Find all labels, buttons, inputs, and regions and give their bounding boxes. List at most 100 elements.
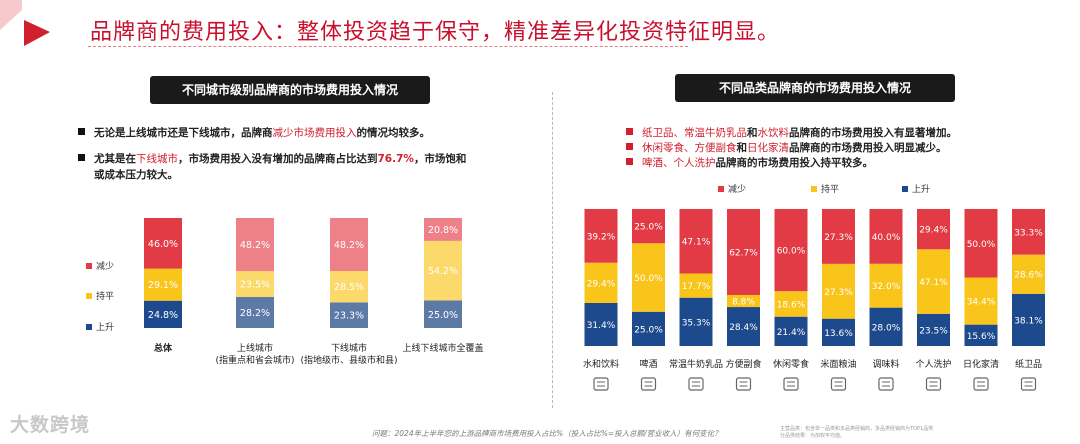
- legend-label-2: 上升: [912, 184, 930, 195]
- bar-3-减少: [727, 209, 760, 295]
- bar-1-减少: [632, 209, 665, 244]
- left-bullet-1-highlight: 减少市场费用投入: [272, 127, 357, 139]
- category-icon-5: [830, 377, 847, 391]
- bar-label-5-减少: 27.3%: [824, 233, 853, 243]
- bar-3-上升: [424, 300, 462, 328]
- right-bullet-3: 啤酒、个人洗护品牌商的市场费用投入持平较多。: [626, 155, 1066, 171]
- bar-label-1-持平: 23.5%: [240, 280, 270, 291]
- bar-3-持平: [727, 294, 760, 308]
- bar-label-9-减少: 33.3%: [1014, 228, 1043, 238]
- left-panel-title: 不同城市级别品牌商的市场费用投入情况: [150, 76, 430, 104]
- bar-7-上升: [917, 313, 950, 346]
- right-bullet-1: 纸卫品、常温牛奶乳品和水饮料品牌商的市场费用投入有显著增加。: [626, 125, 1066, 141]
- bar-label-4-上升: 21.4%: [777, 328, 806, 338]
- category-label-1: 啤酒: [639, 358, 657, 370]
- right-bullet-2-highlight-2: 日化家清: [747, 142, 789, 154]
- left-bullet-1: 无论是上线城市还是下线城市，品牌商减少市场费用投入的情况均较多。: [78, 125, 548, 141]
- bar-9-持平: [1012, 254, 1045, 294]
- right-bullet-2: 休闲零食、方便副食和日化家清品牌商的市场费用投入明显减少。: [626, 140, 1066, 156]
- bar-5-持平: [822, 263, 855, 319]
- category-label-4: 休闲零食: [773, 358, 809, 370]
- left-bullet-2-mid: ，市场费用投入没有增加的品牌商占比达到: [178, 153, 378, 165]
- panel-divider: [552, 92, 553, 408]
- bar-label-0-减少: 46.0%: [148, 239, 178, 250]
- bar-label-8-减少: 50.0%: [967, 240, 996, 250]
- bar-label-2-上升: 23.3%: [334, 311, 364, 322]
- bar-8-减少: [964, 209, 998, 278]
- bar-label-1-减少: 25.0%: [634, 223, 663, 233]
- left-bullet-2-highlight-pct: 76.7%: [377, 153, 414, 165]
- bar-label-5-持平: 27.3%: [824, 288, 853, 298]
- right-bullet-1-mid: 和: [747, 127, 758, 139]
- bar-9-减少: [1012, 209, 1045, 255]
- bar-2-持平: [330, 271, 368, 303]
- category-label-6: 调味料: [872, 358, 899, 370]
- bar-label-3-持平: 8.8%: [732, 298, 755, 308]
- bar-7-减少: [917, 209, 950, 250]
- bar-0-持平: [584, 262, 618, 303]
- bar-2-减少: [330, 218, 368, 272]
- left-bullet-2-line2: 或成本压力较大。: [94, 169, 178, 181]
- category-icon-9: [1020, 377, 1037, 391]
- bar-label-5-上升: 13.6%: [824, 329, 853, 339]
- left-bullet-2-post: ，市场饱和: [413, 153, 467, 165]
- bar-label-1-上升: 28.2%: [240, 308, 270, 319]
- right-bullet-1-highlight-1: 纸卫品、常温牛奶乳品: [642, 127, 747, 139]
- bar-7-持平: [917, 249, 950, 314]
- bullet-square-icon: [626, 143, 633, 150]
- bar-5-减少: [822, 209, 855, 264]
- bar-label-1-减少: 48.2%: [240, 240, 270, 251]
- bar-label-9-持平: 28.6%: [1014, 271, 1043, 281]
- bar-1-上升: [632, 311, 665, 346]
- bar-label-8-上升: 15.6%: [967, 332, 996, 342]
- bar-label-6-减少: 40.0%: [872, 233, 901, 243]
- bullet-square-icon: [626, 158, 633, 165]
- left-bullet-2-pre: 尤其是在: [94, 153, 136, 165]
- bar-label-2-持平: 17.7%: [682, 282, 711, 292]
- right-bullet-1-highlight-2: 水饮料: [757, 127, 790, 139]
- footer-note: 主营品类：包含单一品类和多品类经销商，多品类经销商为TOP1品类 分品类结果：为…: [780, 426, 934, 439]
- right-bullet-2-post: 品牌商的市场费用投入明显减少。: [789, 142, 947, 154]
- legend-label-1: 持平: [821, 183, 839, 195]
- bar-1-上升: [236, 296, 274, 328]
- title-underline: [88, 46, 688, 47]
- category-icon-6: [878, 377, 894, 391]
- right-panel-title: 不同品类品牌商的市场费用投入情况: [675, 74, 955, 102]
- category-icon-1: [640, 377, 657, 391]
- bar-label-1-上升: 25.0%: [634, 325, 663, 335]
- bar-1-持平: [236, 271, 274, 297]
- bar-2-持平: [679, 273, 713, 298]
- bar-8-上升: [964, 324, 998, 346]
- category-label-9: 纸卫品: [1015, 358, 1042, 370]
- right-bullet-1-post: 品牌商的市场费用投入有显著增加。: [789, 127, 957, 139]
- right-stacked-bar-chart: 减少 持平 上升 31.4% 29.4% 39.2% 水和饮料 25.0% 50.0% 25.0%…: [583, 183, 1045, 391]
- bar-label-9-上升: 38.1%: [1014, 316, 1043, 326]
- bar-label-3-减少: 20.8%: [428, 225, 458, 236]
- bar-0-上升: [144, 300, 182, 328]
- bar-label-2-上升: 35.3%: [682, 318, 711, 328]
- bar-label-6-持平: 32.0%: [872, 282, 901, 292]
- category-label-2: 常温牛奶乳品: [669, 358, 723, 370]
- bar-3-减少: [424, 218, 462, 241]
- bar-1-减少: [236, 218, 274, 272]
- left-bullet-2: 尤其是在下线城市，市场费用投入没有增加的品牌商占比达到76.7%，市场饱和 或成…: [78, 151, 538, 183]
- category-label-7: 个人洗护: [915, 358, 951, 370]
- bar-3-持平: [424, 240, 462, 301]
- legend-swatch-0: [86, 263, 92, 269]
- bar-0-减少: [584, 209, 618, 263]
- bar-5-上升: [822, 318, 855, 346]
- category-label-3: 方便副食: [725, 358, 761, 370]
- category-icon-8: [973, 377, 989, 391]
- bar-label-6-上升: 28.0%: [872, 323, 901, 333]
- bar-label-7-上升: 23.5%: [919, 326, 948, 336]
- right-bullet-2-mid: 和: [736, 142, 748, 154]
- bar-label-0-持平: 29.1%: [148, 280, 178, 291]
- bar-0-上升: [584, 302, 618, 346]
- bar-8-持平: [964, 277, 998, 325]
- bar-label-0-上升: 24.8%: [148, 310, 178, 321]
- bar-1-持平: [632, 243, 665, 312]
- bar-label-8-持平: 34.4%: [967, 298, 996, 308]
- bar-label-2-减少: 48.2%: [334, 240, 364, 251]
- left-bullet-1-post: 的情况均较多。: [356, 127, 431, 139]
